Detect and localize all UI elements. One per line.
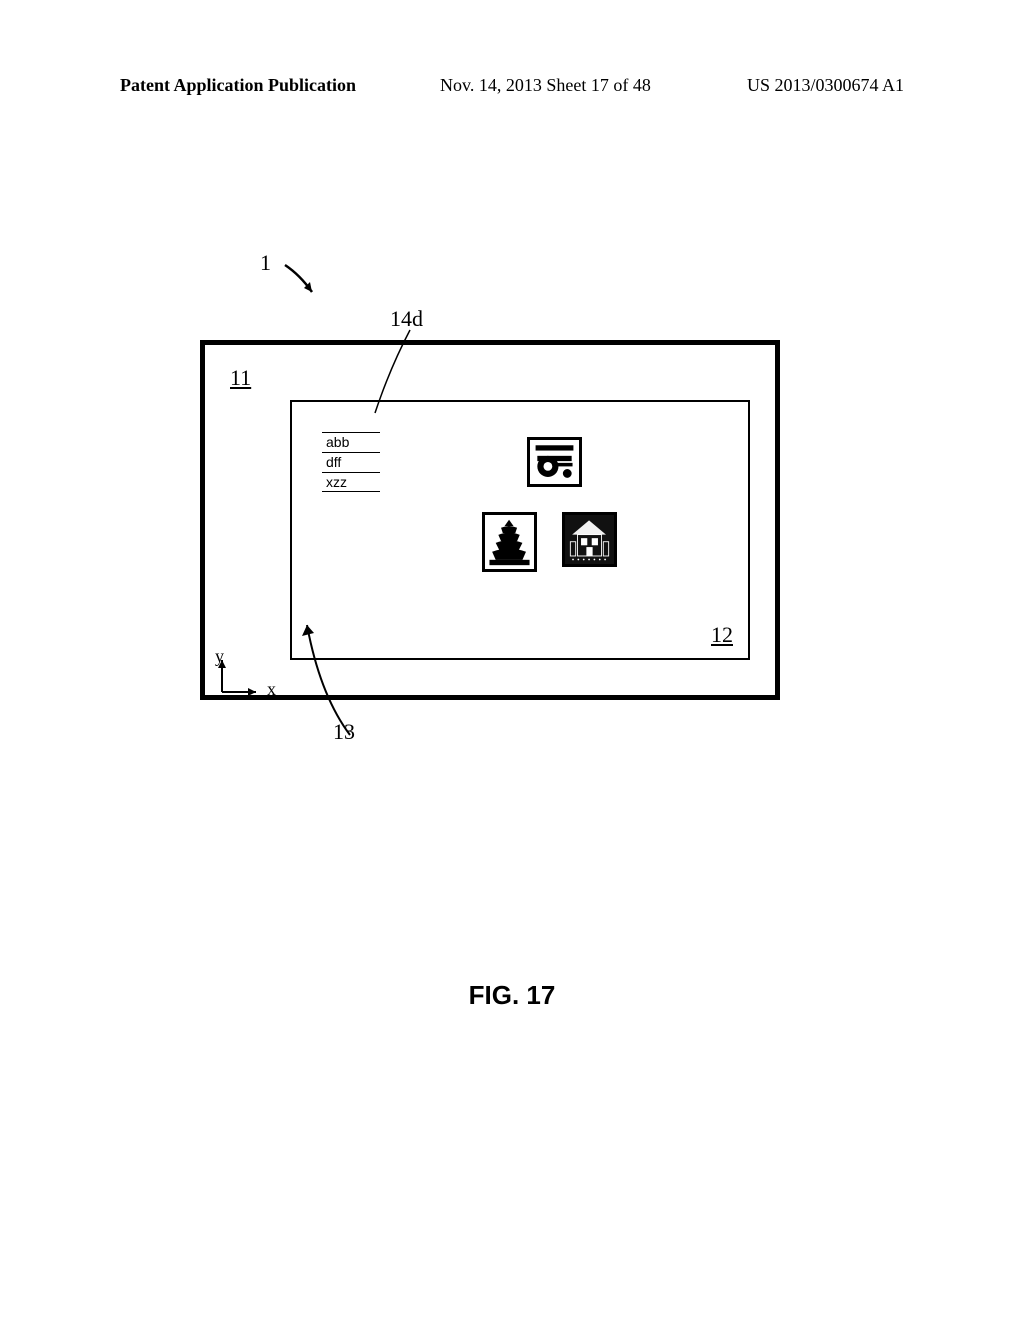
thumbnail-house bbox=[562, 512, 617, 567]
wheel-icon bbox=[530, 440, 579, 484]
ref-1-leader-arrow-icon bbox=[280, 260, 320, 300]
house-icon bbox=[565, 515, 614, 564]
figure-caption: FIG. 17 bbox=[0, 980, 1024, 1011]
axis-x-label: x bbox=[267, 679, 276, 700]
ref-label-1: 1 bbox=[260, 250, 271, 276]
context-menu: abb dff xzz bbox=[322, 432, 380, 492]
header-center: Nov. 14, 2013 Sheet 17 of 48 bbox=[440, 75, 651, 96]
menu-item-abb: abb bbox=[322, 433, 380, 453]
header-right: US 2013/0300674 A1 bbox=[747, 75, 904, 96]
ref-label-12: 12 bbox=[711, 622, 733, 648]
outer-display-frame: 11 abb dff xzz bbox=[200, 340, 780, 700]
pagoda-icon bbox=[485, 515, 534, 569]
ref-label-13: 13 bbox=[333, 719, 355, 745]
menu-item-xzz: xzz bbox=[322, 473, 380, 493]
menu-item-dff: dff bbox=[322, 453, 380, 473]
axis-arrows-icon bbox=[214, 650, 264, 700]
header-left: Patent Application Publication bbox=[120, 75, 356, 96]
figure-17: 1 14d 11 abb dff xzz bbox=[200, 250, 840, 750]
ref-label-11: 11 bbox=[230, 365, 251, 391]
thumbnail-wheel bbox=[527, 437, 582, 487]
thumbnail-pagoda bbox=[482, 512, 537, 572]
